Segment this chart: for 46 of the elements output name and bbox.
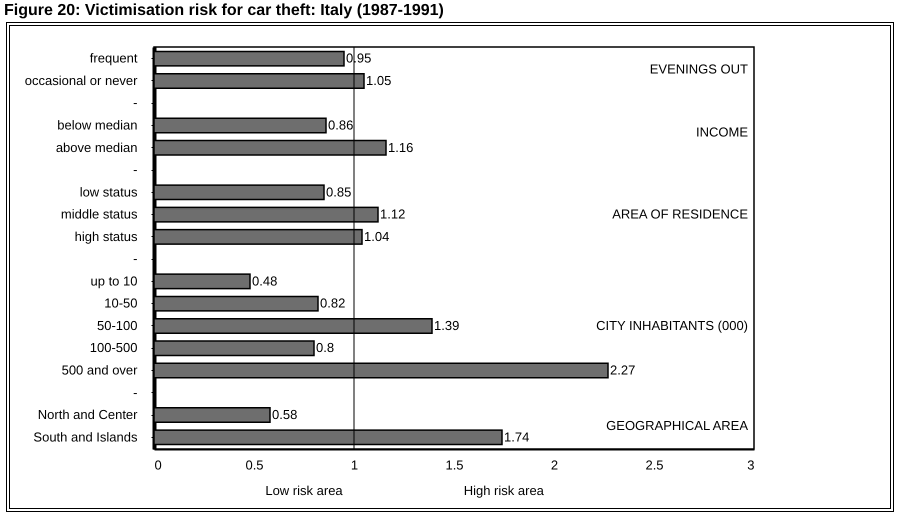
y-tick-label: -	[133, 95, 138, 110]
x-tick-label: 0.5	[245, 458, 264, 472]
annotation: GEOGRAPHICAL AREA	[606, 418, 748, 434]
data-label: 1.16	[388, 140, 414, 155]
data-label: 0.8	[316, 340, 334, 356]
y-tick-label: North and Center	[38, 407, 138, 422]
data-label: 1.74	[504, 429, 530, 444]
data-label: 2.27	[610, 362, 636, 378]
y-tick-label: -	[133, 162, 138, 178]
y-tick-label: middle status	[60, 206, 138, 222]
y-tick-label: -	[133, 384, 138, 400]
data-label: 1.12	[380, 206, 406, 222]
data-label: 1.04	[364, 228, 390, 244]
text: Low risk area	[265, 483, 344, 498]
data-label: 1.05	[366, 72, 392, 88]
y-tick-label: frequent	[90, 50, 138, 66]
data-label: 0.86	[328, 118, 354, 133]
x-tick-label: 0	[154, 458, 162, 472]
y-tick-label: 500 and over	[62, 362, 138, 378]
annotation: EVENINGS OUT	[650, 62, 748, 77]
y-tick-label: 10-50	[104, 296, 138, 311]
y-tick-label: above median	[56, 140, 138, 155]
chart-title: Figure 20: Victimisation risk for car theft: Italy (1987-1991)	[3, 1, 445, 21]
y-tick-label: below median	[57, 118, 138, 133]
x-tick-label: 3	[747, 458, 754, 472]
x-tick-label: 1	[350, 458, 358, 472]
annotation: CITY INHABITANTS (000)	[596, 318, 748, 333]
data-label: 0.48	[252, 273, 278, 288]
x-tick-label: 1.5	[445, 458, 464, 472]
text: High risk area	[464, 483, 545, 498]
x-tick-label: 2	[550, 458, 558, 472]
data-label: 0.85	[326, 184, 352, 200]
x-tick-label: 2.5	[645, 458, 664, 472]
y-tick-label: high status	[74, 228, 138, 244]
data-label: 0.58	[272, 407, 298, 422]
y-tick-label: low status	[80, 184, 138, 200]
y-tick-label: 50-100	[97, 318, 138, 333]
annotation: INCOME	[696, 124, 748, 140]
y-tick-label: 100-500	[90, 340, 138, 356]
y-tick-label: South and Islands	[33, 429, 138, 444]
data-label: 1.39	[434, 318, 460, 333]
y-tick-label: -	[133, 251, 138, 266]
data-label: 0.82	[320, 296, 346, 311]
y-tick-label: occasional or never	[24, 72, 138, 88]
annotation: AREA OF RESIDENCE	[612, 206, 748, 222]
y-tick-label: up to 10	[90, 273, 138, 288]
